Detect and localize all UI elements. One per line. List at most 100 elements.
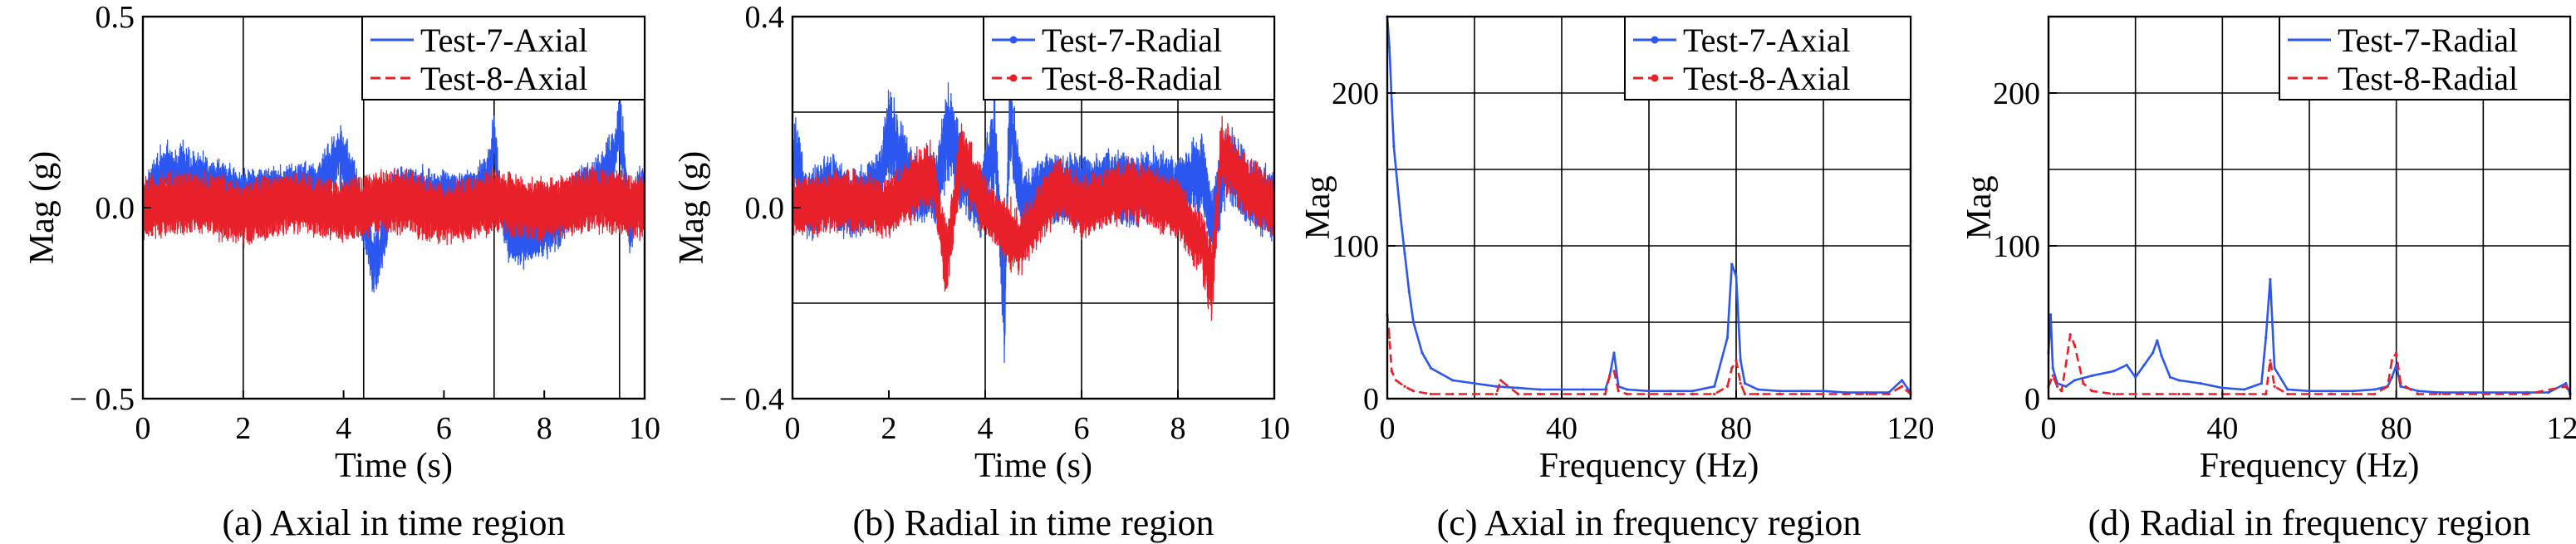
data-point: [2090, 374, 2093, 377]
data-point: [2525, 392, 2529, 396]
data-point: [2156, 339, 2159, 342]
data-point: [2134, 392, 2137, 396]
data-point: [1403, 252, 1406, 255]
panel-d-radial-frequency: 0 40 80 120 0 100 200 Frequency (Hz) Mag (d) Radi…: [1960, 15, 2576, 543]
panel-a-axial-time: 0 2 4 6 8 10 − 0.5 0.0 0.5 Time (s) Mag (g) (a) Axi…: [23, 0, 660, 543]
y-axis-label: Mag: [1960, 176, 1999, 240]
data-point: [1473, 382, 1476, 385]
x-tick-label: 8: [1170, 411, 1186, 446]
data-point: [2564, 385, 2568, 388]
data-point: [1900, 385, 1904, 388]
x-axis-ticks: 0 2 4 6 8 10: [135, 390, 660, 446]
data-point: [1843, 392, 1847, 396]
data-point: [1608, 374, 1612, 377]
data-point: [1647, 392, 1651, 396]
data-point: [2112, 370, 2116, 373]
data-point: [2372, 392, 2377, 396]
data-point: [1420, 351, 1424, 355]
data-point: [1626, 392, 1629, 396]
data-point: [2269, 359, 2272, 362]
data-point: [1756, 392, 1759, 396]
data-point: [2242, 392, 2246, 396]
data-point: [2049, 313, 2053, 316]
data-point: [1725, 336, 1730, 339]
data-point: [1822, 392, 1825, 396]
data-point: [2390, 375, 2394, 379]
data-point: [2073, 344, 2076, 347]
data-point: [2051, 374, 2054, 377]
legend-item-1: Test-7-Radial: [2288, 22, 2518, 59]
x-tick-label: 40: [1546, 411, 1577, 446]
data-point: [2390, 359, 2394, 362]
data-point: [1626, 388, 1629, 391]
data-point: [2168, 375, 2172, 379]
x-tick-label: 0: [1380, 411, 1396, 446]
data-point: [2372, 388, 2377, 391]
data-point: [1739, 359, 1742, 362]
data-point: [1388, 46, 1391, 49]
legend-label: Test-7-Radial: [2338, 22, 2518, 59]
legend-label: Test-8-Radial: [1042, 60, 1222, 97]
data-point: [1516, 386, 1520, 390]
data-point: [1778, 390, 1782, 393]
panel-caption: (a) Axial in time region: [223, 502, 566, 543]
y-tick-label: − 0.4: [719, 382, 784, 417]
y-tick-label: 0.4: [745, 0, 785, 35]
data-point: [1411, 321, 1416, 324]
x-tick-label: 2: [881, 411, 897, 446]
data-point: [2329, 392, 2333, 396]
data-point: [2481, 392, 2485, 396]
y-axis-label: Mag (g): [673, 151, 711, 264]
data-point: [2055, 385, 2059, 388]
data-point: [1538, 388, 1542, 391]
legend-marker: [1009, 36, 1018, 44]
x-tick-label: 4: [978, 411, 994, 446]
data-point: [2199, 382, 2202, 385]
data-point: [1473, 392, 1476, 396]
legend-label: Test-7-Radial: [1042, 22, 1222, 59]
data-point: [1612, 351, 1616, 355]
panel-b-radial-time: 0 2 4 6 8 10 − 0.4 0.0 0.4 Time (s) Mag (g) (b) Rad…: [673, 0, 1290, 543]
data-point: [2264, 336, 2268, 339]
data-point: [2308, 390, 2311, 393]
data-point: [2142, 363, 2146, 367]
data-point: [1612, 370, 1616, 373]
data-point: [1560, 388, 1563, 391]
data-point: [1822, 390, 1825, 393]
data-point: [1399, 213, 1402, 217]
legend-item-1: Test-7-Axial: [1633, 22, 1851, 59]
y-tick-label: 200: [1993, 76, 2040, 111]
data-point: [2417, 390, 2420, 393]
x-tick-label: 40: [2206, 411, 2238, 446]
data-point: [1690, 392, 1695, 396]
data-point: [1725, 385, 1730, 388]
y-axis-ticks: − 0.5 0.0 0.5: [70, 0, 151, 417]
data-point: [1730, 262, 1734, 266]
y-tick-label: − 0.5: [70, 382, 135, 417]
x-tick-label: 10: [1259, 411, 1290, 446]
data-point: [1407, 290, 1411, 293]
panel-caption: (c) Axial in frequency region: [1437, 502, 1862, 543]
data-point: [2399, 382, 2402, 385]
x-tick-label: 8: [537, 411, 552, 446]
data-point: [1451, 379, 1455, 382]
legend-label: Test-7-Axial: [1683, 22, 1851, 59]
legend-label: Test-8-Radial: [2338, 60, 2518, 97]
data-point: [1690, 390, 1695, 393]
data-point: [2112, 392, 2116, 396]
y-tick-label: 0: [1363, 382, 1379, 417]
legend-item-2: Test-8-Axial: [1633, 60, 1851, 97]
data-point: [2152, 351, 2155, 355]
data-point: [1429, 366, 1433, 370]
y-tick-label: 0.0: [96, 191, 135, 226]
legend-box: [983, 16, 1275, 100]
data-point: [2064, 385, 2068, 388]
data-point: [2417, 392, 2420, 396]
data-point: [2438, 392, 2441, 396]
x-axis-ticks: 0 40 80 120: [1380, 390, 1935, 446]
y-axis-ticks: 0 100 200: [1332, 76, 1396, 417]
data-point: [1735, 275, 1738, 278]
series-1: [1386, 15, 1912, 395]
series-line: [2047, 333, 2572, 395]
